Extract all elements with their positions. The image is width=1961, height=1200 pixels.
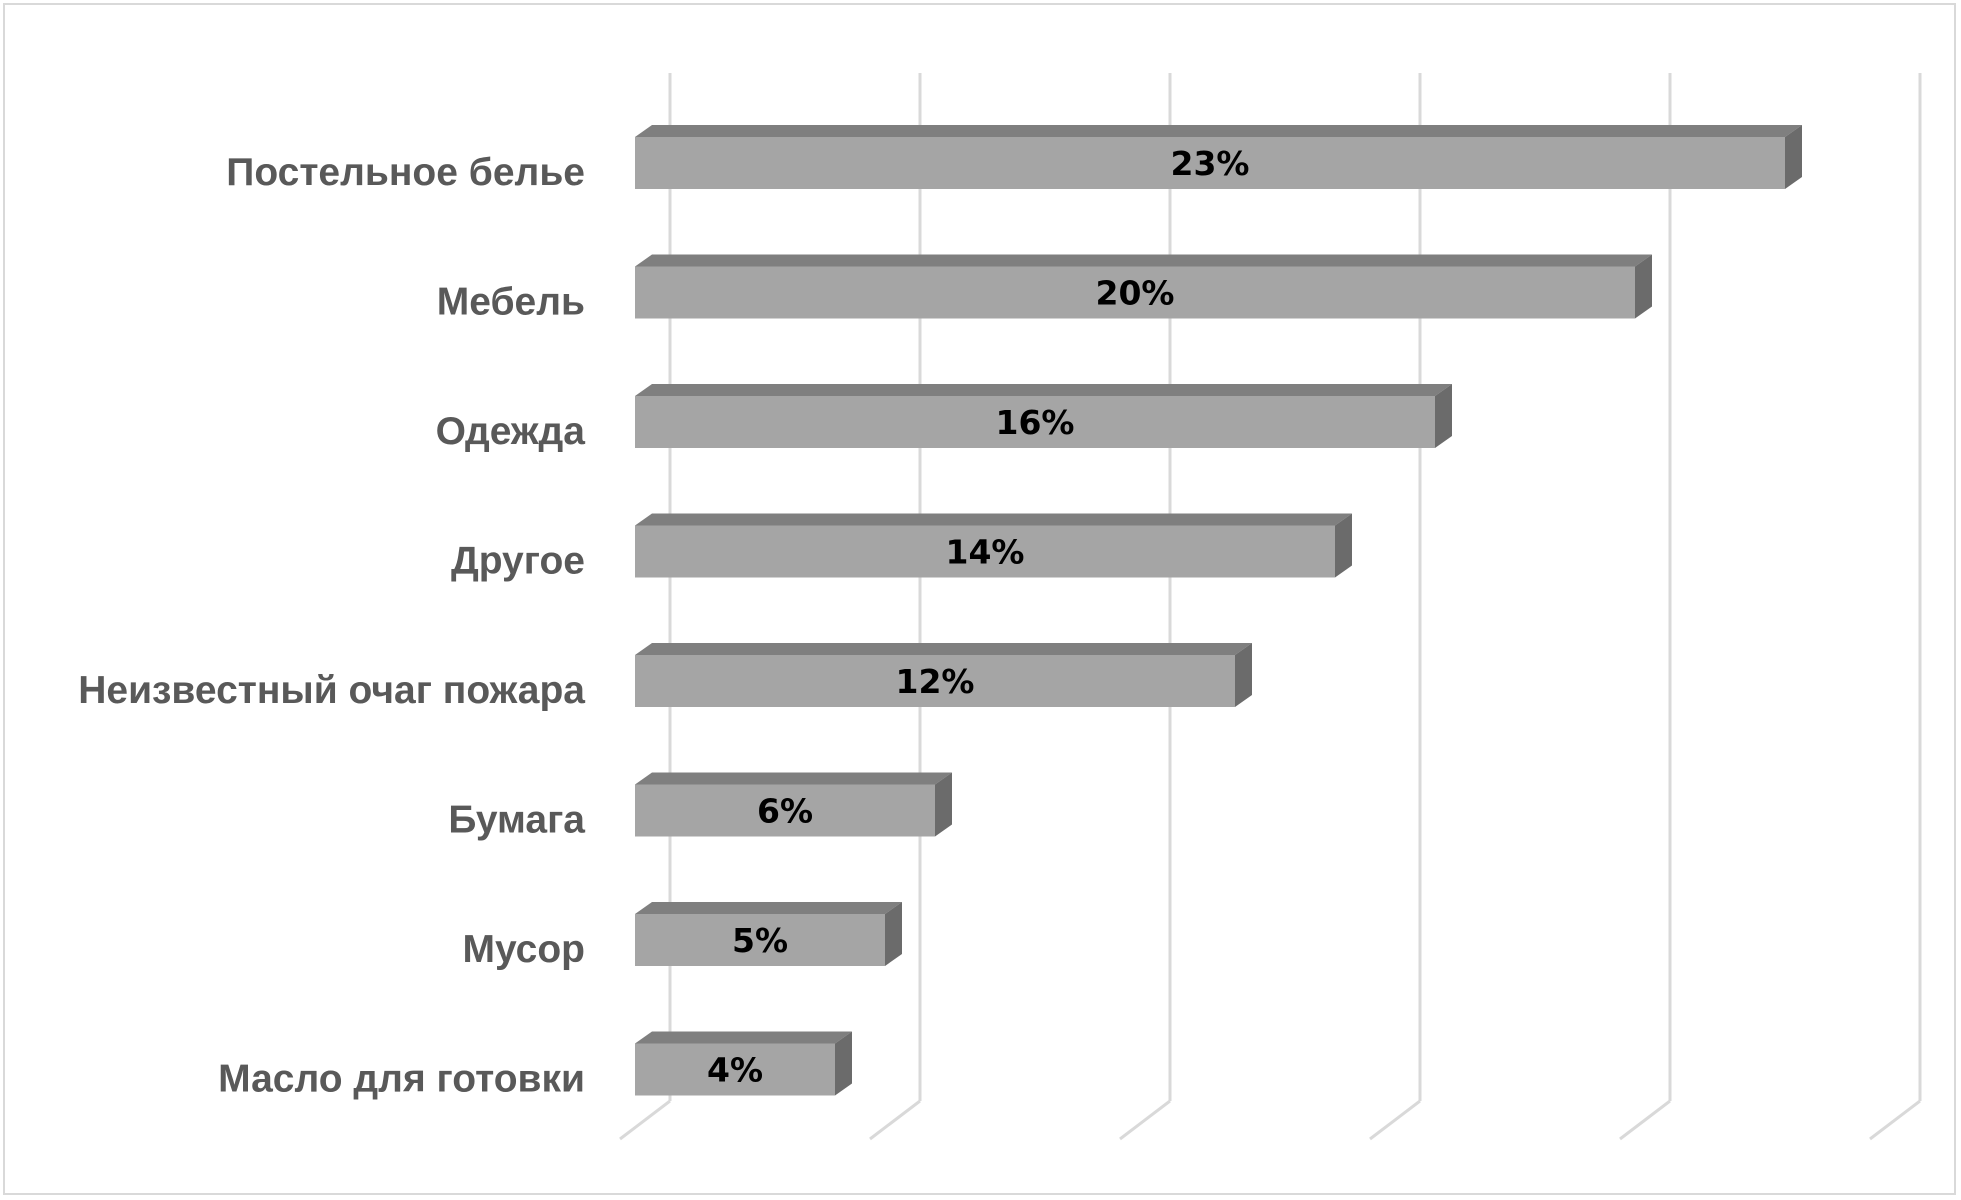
gridline-floor	[1369, 1099, 1421, 1141]
bar-side	[1435, 384, 1452, 448]
category-label: Другое	[451, 540, 585, 583]
bar	[635, 655, 1235, 707]
bar	[635, 784, 935, 837]
bar	[635, 266, 1635, 319]
gridline-floor	[1619, 1099, 1671, 1141]
category-label: Бумага	[448, 799, 585, 842]
bar-top	[635, 902, 902, 914]
gridline-floor	[619, 1099, 671, 1141]
category-label: Неизвестный очаг пожара	[78, 669, 585, 712]
data-label: 12%	[896, 662, 975, 701]
bar-chart: Постельное белье Мебель Одежда Другое Неизве…	[78, 73, 1922, 1141]
data-label: 23%	[1171, 144, 1250, 183]
bar-top	[635, 643, 1252, 655]
bar-side	[935, 772, 952, 837]
gridlines	[619, 73, 1922, 1141]
bar-top	[635, 384, 1452, 396]
data-label: 5%	[732, 921, 788, 960]
bar-top	[635, 125, 1802, 137]
bar-side	[1335, 513, 1352, 578]
chart-frame: Постельное белье Мебель Одежда Другое Неизве…	[3, 3, 1956, 1195]
bar-top	[635, 772, 952, 785]
bar-side	[1235, 643, 1252, 707]
category-labels: Постельное белье Мебель Одежда Другое Неизве…	[78, 151, 585, 1101]
bar-top	[635, 513, 1352, 526]
bar-side	[1785, 125, 1802, 189]
data-labels: 23% 20% 16% 14% 12% 6% 5% 4%	[707, 144, 1250, 1090]
category-label: Масло для готовки	[218, 1058, 585, 1101]
data-label: 16%	[996, 403, 1075, 442]
category-label: Мебель	[437, 281, 585, 324]
bar-side	[1635, 254, 1652, 319]
data-label: 14%	[946, 533, 1025, 572]
gridline-floor	[1119, 1099, 1171, 1141]
bar	[635, 396, 1435, 448]
bar-top	[635, 254, 1652, 267]
data-label: 6%	[757, 792, 813, 831]
bar	[635, 525, 1335, 578]
bar	[635, 1043, 835, 1096]
gridline-floor	[1869, 1099, 1921, 1141]
category-label: Одежда	[436, 410, 586, 453]
bar-top	[635, 1031, 852, 1044]
category-label: Постельное белье	[226, 151, 585, 194]
bar	[635, 914, 885, 966]
gridline-floor	[869, 1099, 921, 1141]
bar	[635, 137, 1785, 189]
category-label: Мусор	[462, 928, 585, 971]
data-label: 4%	[707, 1051, 763, 1090]
bar-side	[885, 902, 902, 966]
data-label: 20%	[1096, 274, 1175, 313]
bar-side	[835, 1031, 852, 1096]
bars	[635, 125, 1802, 1096]
